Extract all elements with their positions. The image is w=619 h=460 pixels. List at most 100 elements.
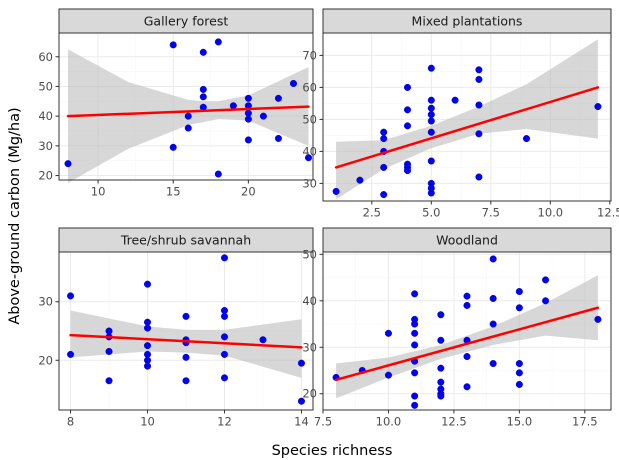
- panel-4-data-point: [437, 378, 445, 386]
- panel-1-strip: [58, 8, 314, 34]
- panel-3-data-point: [144, 342, 152, 350]
- panel-2-data-point: [380, 191, 388, 199]
- panel-3-data-point: [144, 280, 152, 288]
- panel-3-data-point: [220, 374, 228, 382]
- panel-2-data-point: [427, 64, 435, 72]
- panel-2-x-tick-label: 7.5: [482, 206, 500, 220]
- panel-1-data-point: [199, 85, 207, 93]
- panel-3-y-tick-label: 20: [38, 353, 53, 367]
- panel-3-data-point: [67, 350, 75, 358]
- panel-4-title: Woodland: [436, 233, 498, 248]
- panel-1-data-point: [244, 136, 252, 144]
- panel-2-data-point: [403, 122, 411, 130]
- panel-3-data-point: [220, 307, 228, 315]
- panel-1-data-point: [244, 94, 252, 102]
- panel-2-data-point: [475, 173, 483, 181]
- panel-4-y-tick-label: 20: [302, 387, 317, 401]
- panel-1-data-point: [169, 143, 177, 151]
- panel-4-points: [332, 255, 602, 409]
- panel-2-data-point: [380, 163, 388, 171]
- panel-2-data-point: [427, 96, 435, 104]
- panel-2-data-point: [403, 167, 411, 175]
- panel-2-y-tick-label: 40: [302, 144, 317, 158]
- panel-2-data-point: [427, 117, 435, 125]
- panel-4-data-point: [515, 369, 523, 377]
- panel-4-data-point: [594, 315, 602, 323]
- panel-2-data-point: [451, 96, 459, 104]
- panel-2-data-point: [332, 187, 340, 195]
- panel-3-data-point: [144, 356, 152, 364]
- panel-4-data-point: [437, 364, 445, 372]
- panel-4-data-point: [542, 297, 550, 305]
- panel-3-data-point: [144, 324, 152, 332]
- panel-1-regression-line: [66, 105, 310, 118]
- panel-4-data-point: [411, 341, 419, 349]
- panel-4-y-tick-label: 40: [302, 294, 317, 308]
- panel-2-data-point: [427, 111, 435, 119]
- panel-2: Mixed plantations 2.5 5.0 7.5 10.0 12.5 30 40 50…: [302, 8, 619, 220]
- panel-2-data-point: [475, 75, 483, 83]
- panel-2-data-point: [475, 66, 483, 74]
- panel-4-data-point: [437, 392, 445, 400]
- panel-3-data-point: [297, 397, 305, 405]
- panel-1-y-tick-label: 30: [38, 139, 53, 153]
- panel-4-x-tick-label: 7.5: [314, 415, 332, 429]
- panel-1-data-point: [64, 160, 72, 168]
- panel-3-x-tick-label: 14: [294, 415, 309, 429]
- panel-4-x-tick-label: 10.0: [376, 415, 402, 429]
- panel-1-data-point: [169, 41, 177, 49]
- panel-3-data-point: [144, 318, 152, 326]
- panel-1-x-tick-label: 20: [241, 185, 256, 199]
- panel-4-x-tick-label: 15.0: [507, 415, 533, 429]
- panel-3-x-tick-label: 10: [140, 415, 155, 429]
- panel-2-confidence-band: [336, 39, 598, 200]
- panel-2-data-point: [380, 128, 388, 136]
- panel-2-data-point: [427, 189, 435, 197]
- panel-2-y-tick-label: 70: [302, 48, 317, 62]
- panel-2-data-point: [356, 176, 364, 184]
- panel-1-x-tick-label: 15: [166, 185, 181, 199]
- panel-1-data-point: [184, 124, 192, 132]
- panel-1-data-point: [244, 115, 252, 123]
- panel-2-strip: [322, 8, 612, 34]
- panel-4-data-point: [384, 329, 392, 337]
- panel-2-title: Mixed plantations: [412, 14, 523, 29]
- panel-4-x-tick-label: 12.5: [441, 415, 467, 429]
- panel-2-data-point: [523, 135, 531, 143]
- panel-4-data-point: [489, 255, 497, 263]
- panel-2-x-tick-label: 12.5: [597, 206, 619, 220]
- panel-3-regression-line: [69, 333, 303, 349]
- panel-3-y-tick-label: 30: [38, 295, 53, 309]
- panel-2-points: [332, 64, 602, 199]
- panel-4-data-point: [411, 392, 419, 400]
- panel-3-data-point: [105, 377, 113, 385]
- panel-1-data-point: [304, 154, 312, 162]
- panel-2-x-tick-label: 10.0: [538, 206, 564, 220]
- panel-1-data-point: [259, 112, 267, 120]
- panel-3-x-tick-label: 12: [217, 415, 232, 429]
- panel-2-data-point: [427, 157, 435, 165]
- panel-4-data-point: [463, 383, 471, 391]
- panel-3-data-point: [105, 327, 113, 335]
- panel-4-data-point: [463, 292, 471, 300]
- panel-2-y-tick-label: 60: [302, 80, 317, 94]
- panel-4-data-point: [542, 276, 550, 284]
- panel-3: Tree/shrub savannah 8 10 12 14 20 30: [38, 227, 314, 429]
- panel-4-data-point: [489, 360, 497, 368]
- panel-4-data-point: [515, 360, 523, 368]
- panel-1-data-point: [274, 94, 282, 102]
- panel-1-data-point: [289, 79, 297, 87]
- panel-1-data-point: [244, 109, 252, 117]
- panel-4-data-point: [463, 353, 471, 361]
- panel-4-border: [322, 251, 612, 411]
- panel-4-data-point: [515, 288, 523, 296]
- panel-1-y-tick-label: 60: [38, 50, 53, 64]
- panel-4-y-tick-label: 50: [302, 247, 317, 261]
- panel-4-data-point: [411, 369, 419, 377]
- panel-3-data-point: [220, 350, 228, 358]
- panel-1-data-point: [214, 38, 222, 46]
- panel-3-data-point: [144, 350, 152, 358]
- panel-3-data-point: [220, 312, 228, 320]
- panel-2-data-point: [403, 106, 411, 114]
- panel-4: Woodland 7.5 10.0 12.5 15.0 17.5 20 30 40 50: [302, 227, 612, 429]
